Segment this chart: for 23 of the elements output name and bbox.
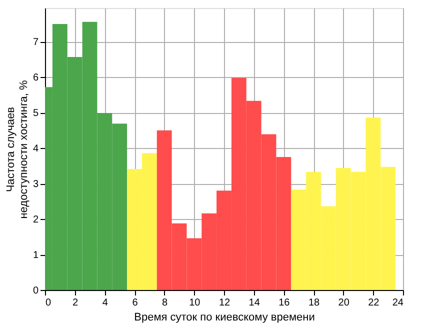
y-tick-label: 0 bbox=[32, 286, 39, 296]
x-tick-label: 4 bbox=[102, 298, 108, 308]
x-tick-label: 10 bbox=[189, 298, 201, 308]
x-tick-label: 22 bbox=[368, 298, 380, 308]
y-tick-label: 4 bbox=[32, 144, 39, 155]
y-axis-title: Частота случаев недоступности хостинга, % bbox=[4, 80, 30, 219]
x-tick-label: 8 bbox=[162, 298, 168, 308]
x-tick-label: 20 bbox=[338, 298, 350, 308]
x-tick-label: 14 bbox=[248, 298, 260, 308]
x-tick-label: 16 bbox=[278, 298, 290, 308]
y-tick-label: 5 bbox=[32, 108, 39, 120]
x-tick-label: 0 bbox=[46, 298, 52, 308]
x-axis-title: Время суток по киевскому времени bbox=[134, 312, 315, 324]
y-tick-label: 2 bbox=[32, 214, 39, 226]
x-tick-label: 12 bbox=[218, 298, 230, 308]
x-tick-label: 24 bbox=[392, 298, 404, 308]
x-tick-label: 18 bbox=[308, 298, 320, 308]
y-tick-label: 3 bbox=[32, 179, 39, 190]
y-tick-label: 7 bbox=[32, 37, 39, 48]
y-tick-label: 6 bbox=[32, 72, 39, 84]
x-tick-label: 2 bbox=[72, 298, 79, 308]
x-tick-label: 6 bbox=[132, 298, 138, 308]
y-tick-label: 1 bbox=[32, 250, 39, 262]
